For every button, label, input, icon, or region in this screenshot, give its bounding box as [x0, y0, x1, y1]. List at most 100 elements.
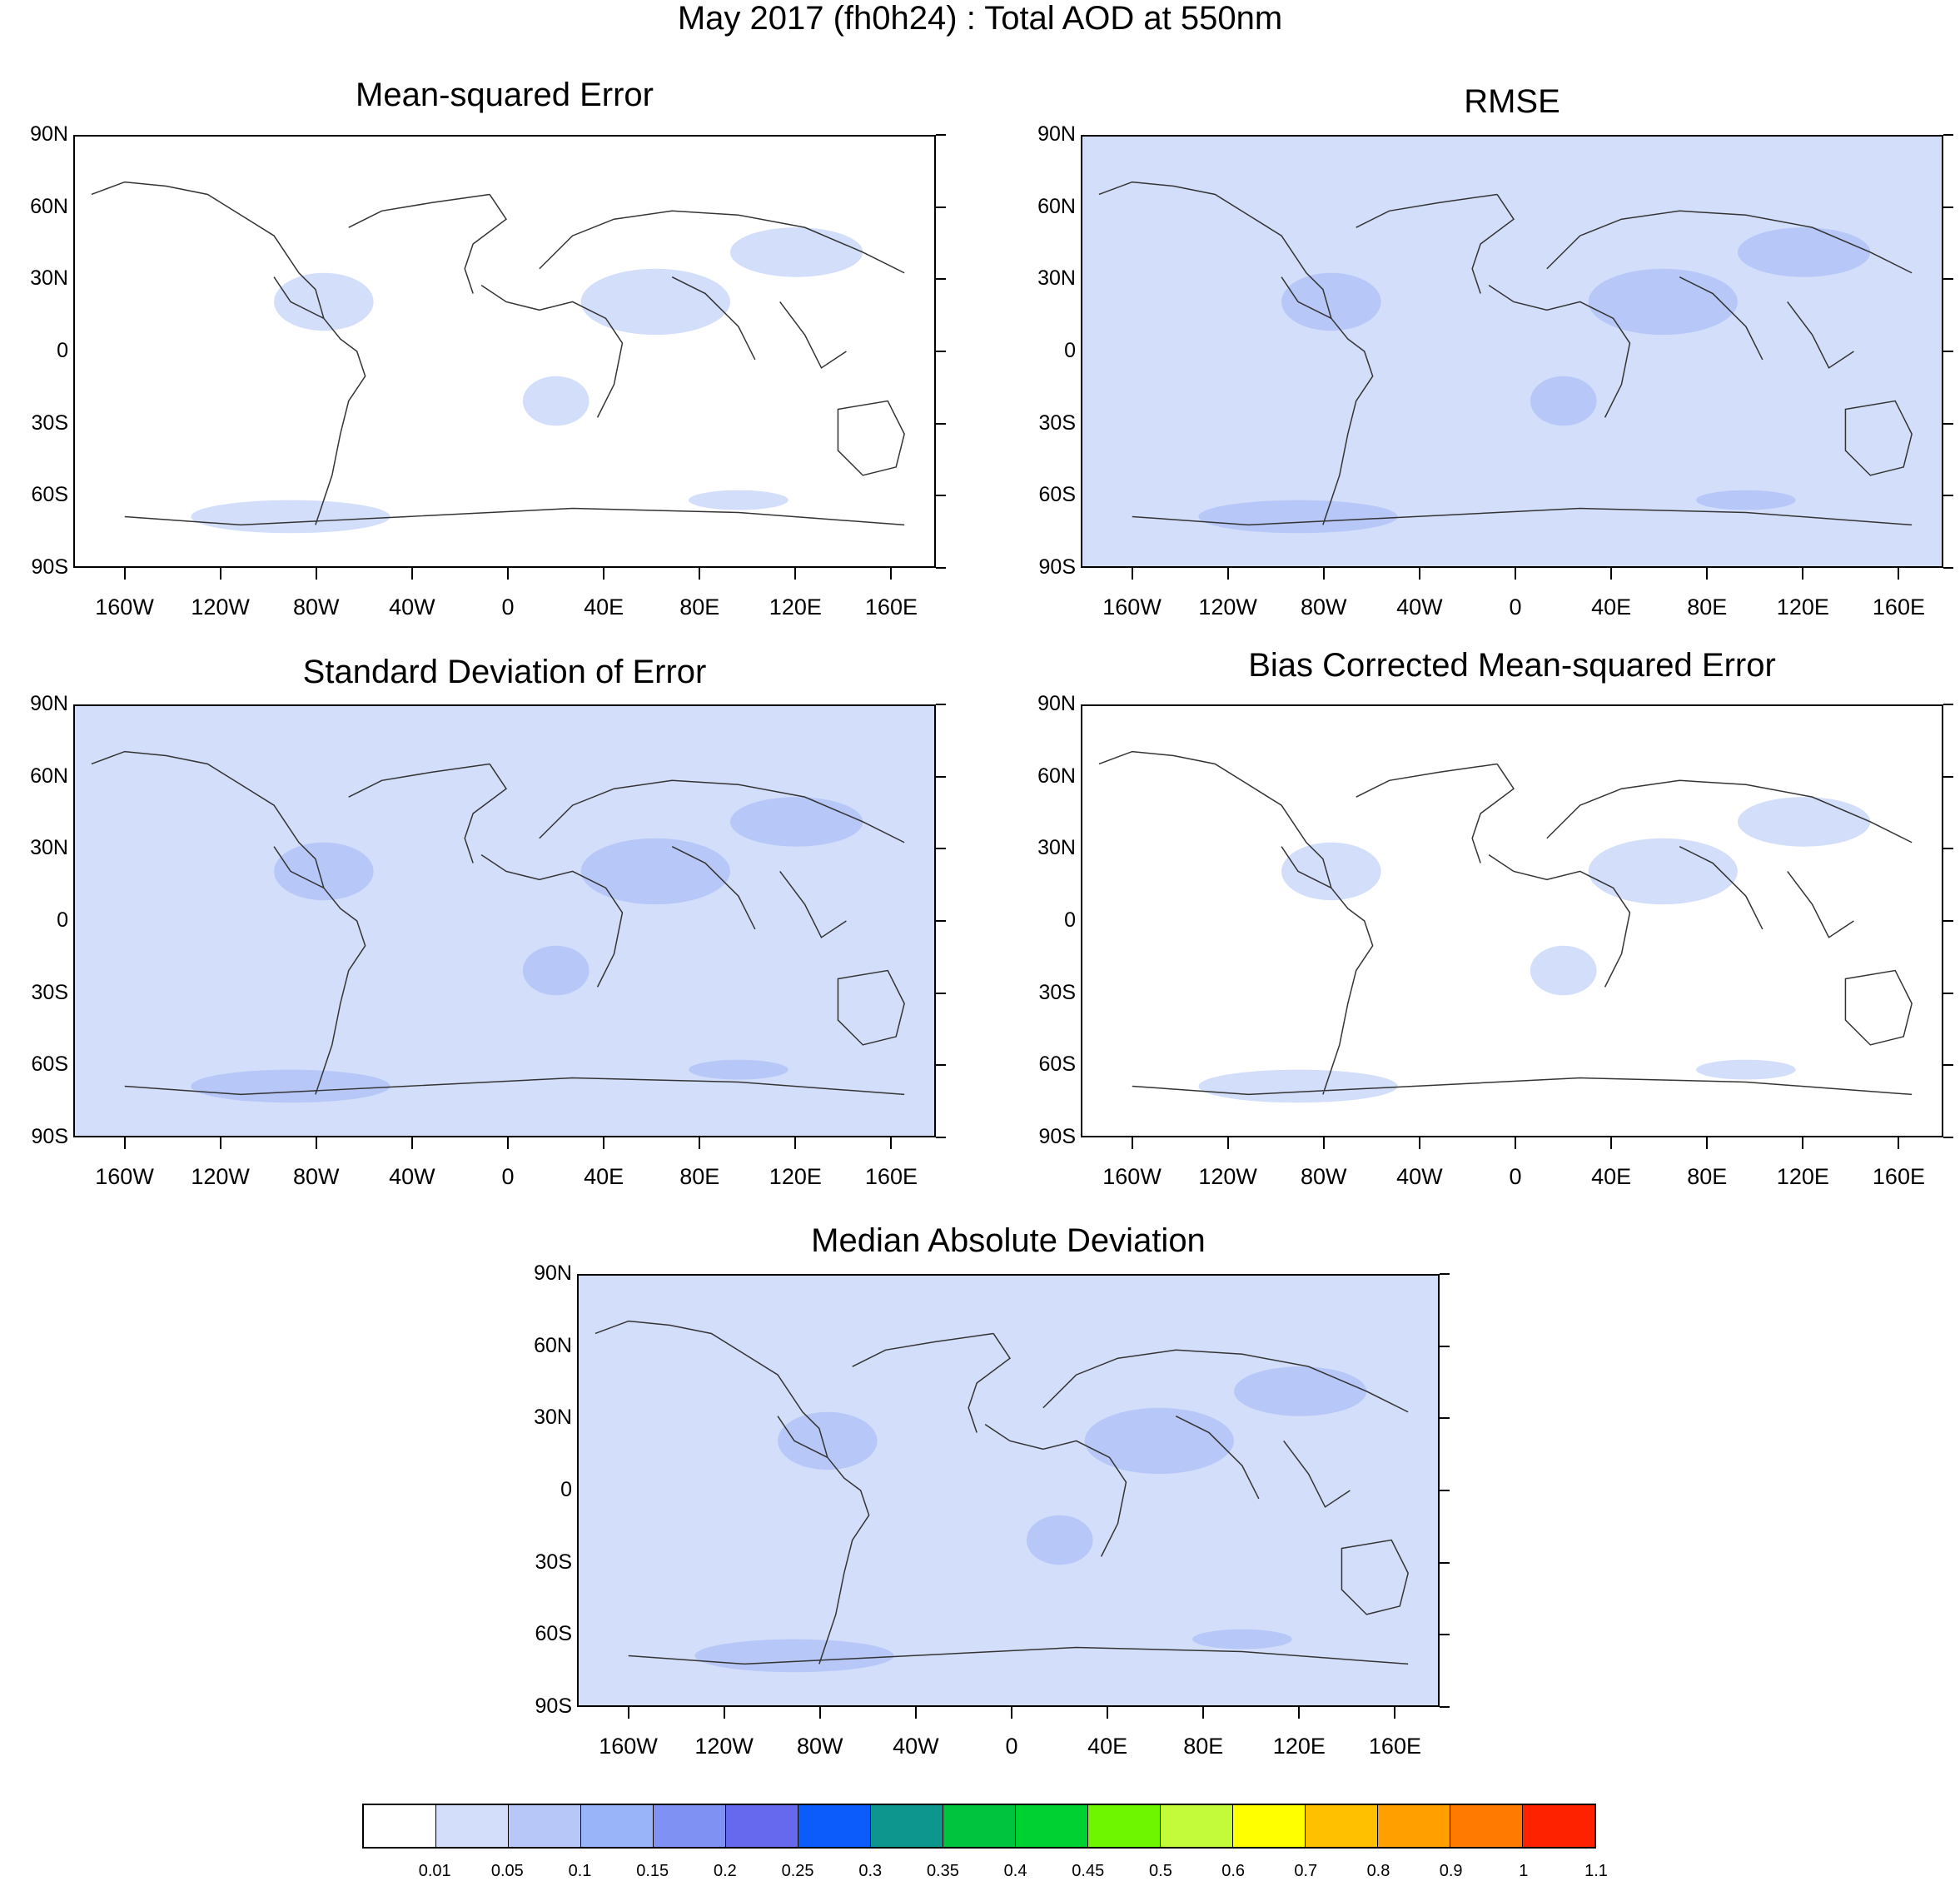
coastline: [1098, 750, 1913, 1096]
lat-label: 60S: [535, 1622, 572, 1646]
tick-mark: [1202, 1707, 1205, 1719]
panel-title: Median Absolute Deviation: [811, 1222, 1206, 1259]
error-region: [1281, 842, 1381, 901]
tick-mark: [1131, 568, 1133, 580]
error-region: [522, 376, 589, 426]
tick-mark: [1298, 1707, 1301, 1719]
lat-label: 30N: [30, 836, 68, 860]
tick-mark: [1394, 1707, 1396, 1719]
colorbar: [362, 1804, 1596, 1849]
tick-mark: [936, 992, 946, 994]
lon-label: 40W: [893, 1734, 939, 1759]
tick-mark: [627, 1707, 629, 1719]
tick-mark: [410, 568, 413, 580]
lon-label: 0: [1509, 595, 1522, 620]
tick-mark: [794, 1137, 797, 1149]
tick-mark: [1706, 568, 1709, 580]
colorbar-box: [1450, 1805, 1523, 1847]
error-region: [778, 1411, 878, 1470]
tick-mark: [890, 1137, 893, 1149]
colorbar-label: 0.35: [926, 1862, 959, 1880]
colorbar-box: [1523, 1805, 1594, 1847]
tick-mark: [1440, 1345, 1450, 1347]
map-std: [73, 704, 936, 1137]
tick-mark: [1440, 1273, 1450, 1275]
tick-mark: [1418, 568, 1420, 580]
lat-label: 30S: [31, 980, 68, 1004]
colorbar-label: 1: [1519, 1862, 1529, 1880]
colorbar-box: [1161, 1805, 1233, 1847]
error-region: [729, 227, 863, 277]
lat-label: 90S: [31, 1125, 68, 1148]
lon-label: 160E: [864, 595, 918, 620]
colorbar-box: [798, 1805, 871, 1847]
tick-mark: [936, 920, 946, 922]
map-mad: [577, 1274, 1440, 1707]
tick-mark: [315, 1137, 317, 1149]
tick-mark: [936, 278, 946, 281]
colorbar-box: [654, 1805, 726, 1847]
panel-title: Standard Deviation of Error: [302, 654, 707, 690]
colorbar-box: [726, 1805, 798, 1847]
tick-mark: [603, 568, 605, 580]
colorbar-box: [509, 1805, 581, 1847]
colorbar-box: [581, 1805, 654, 1847]
colorbar-box: [1088, 1805, 1161, 1847]
tick-mark: [1322, 568, 1325, 580]
lon-label: 80E: [679, 595, 720, 620]
error-region: [1696, 1059, 1796, 1080]
colorbar-label: 0.4: [1003, 1862, 1027, 1880]
error-region: [1530, 376, 1597, 426]
lon-label: 40E: [1591, 595, 1632, 620]
tick-mark: [818, 1707, 821, 1719]
lon-label: 120E: [1776, 1164, 1829, 1189]
lat-label: 30S: [1038, 980, 1076, 1004]
map-mse: [73, 135, 936, 568]
tick-mark: [1943, 920, 1953, 922]
lat-label: 90N: [30, 692, 68, 715]
lon-label: 80E: [1687, 595, 1728, 620]
tick-mark: [219, 1137, 221, 1149]
tick-mark: [507, 568, 509, 580]
tick-mark: [1943, 206, 1953, 208]
tick-mark: [1131, 1137, 1133, 1149]
colorbar-box: [1016, 1805, 1088, 1847]
tick-mark: [1440, 1490, 1450, 1491]
error-region: [1737, 227, 1871, 277]
colorbar-label: 0.2: [713, 1862, 737, 1880]
lon-label: 160W: [95, 1164, 154, 1189]
tick-mark: [123, 568, 126, 580]
lat-label: 60N: [534, 1333, 572, 1357]
tick-mark: [936, 422, 946, 425]
error-region: [580, 268, 730, 336]
lon-label: 160W: [1102, 1164, 1162, 1189]
error-region: [1737, 797, 1871, 847]
tick-mark: [123, 1137, 126, 1149]
lon-label: 120E: [1776, 595, 1829, 620]
lon-label: 120W: [191, 1164, 250, 1189]
tick-mark: [936, 567, 946, 569]
lat-label: 30S: [535, 1550, 572, 1574]
colorbar-label: 0.25: [781, 1862, 814, 1880]
lon-label: 160E: [1368, 1734, 1421, 1759]
colorbar-label: 0.05: [490, 1862, 524, 1880]
tick-mark: [1943, 1064, 1953, 1067]
tick-mark: [1943, 775, 1953, 778]
tick-mark: [914, 1707, 917, 1719]
lat-label: 30S: [1038, 411, 1076, 435]
lat-label: 60S: [31, 1052, 68, 1077]
lat-label: 60N: [1037, 194, 1076, 218]
tick-mark: [1943, 848, 1953, 850]
tick-mark: [1802, 568, 1804, 580]
tick-mark: [936, 775, 946, 778]
lon-label: 120E: [769, 595, 822, 620]
colorbar-label: 0.5: [1149, 1862, 1172, 1880]
colorbar-label: 0.45: [1072, 1862, 1105, 1880]
tick-mark: [603, 1137, 605, 1149]
tick-mark: [1943, 567, 1953, 569]
tick-mark: [699, 1137, 701, 1149]
error-region: [1026, 1515, 1093, 1565]
colorbar-label: 0.01: [418, 1862, 451, 1880]
coastline: [594, 1320, 1409, 1665]
lon-label: 160E: [864, 1164, 918, 1189]
